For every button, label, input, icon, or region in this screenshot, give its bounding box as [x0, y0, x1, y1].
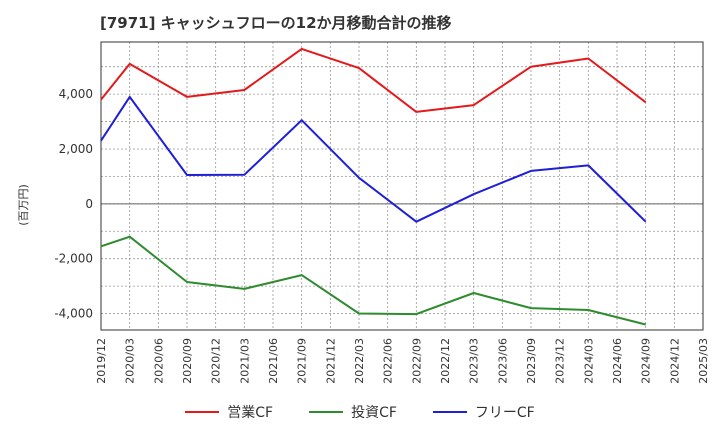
- x-tick-label: 2021/03: [238, 338, 251, 384]
- x-tick-label: 2023/12: [554, 338, 567, 384]
- y-tick-label: 4,000: [59, 87, 93, 101]
- legend-item-1: 営業CF: [185, 402, 273, 422]
- legend: 営業CF 投資CF フリーCF: [0, 402, 720, 422]
- x-tick-label: 2022/03: [353, 338, 366, 384]
- y-tick-label: -4,000: [54, 307, 93, 321]
- x-tick-label: 2024/12: [668, 338, 681, 384]
- x-tick-label: 2022/06: [382, 338, 395, 384]
- x-tick-label: 2024/09: [640, 338, 653, 384]
- x-tick-label: 2025/03: [697, 338, 710, 384]
- y-tick-label: -2,000: [54, 252, 93, 266]
- x-tick-label: 2020/09: [181, 338, 194, 384]
- x-tick-label: 2020/06: [152, 338, 165, 384]
- legend-label: 営業CF: [227, 405, 274, 421]
- y-tick-label: 0: [85, 197, 93, 211]
- legend-label: フリーCF: [474, 405, 535, 421]
- legend-item-3: フリーCF: [432, 402, 535, 422]
- x-tick-label: 2022/12: [439, 338, 452, 384]
- legend-label: 投資CF: [351, 405, 397, 421]
- x-tick-label: 2023/03: [468, 338, 481, 384]
- legend-swatch: [309, 411, 344, 413]
- series-line-1: [100, 47, 647, 113]
- x-tick-label: 2021/09: [296, 338, 309, 384]
- legend-swatch: [185, 411, 220, 413]
- x-tick-label: 2020/12: [210, 338, 223, 384]
- plot-frame: [100, 41, 704, 331]
- x-tick-label: 2023/09: [525, 338, 538, 384]
- series-line-3: [100, 95, 647, 223]
- plot-background: [101, 42, 703, 330]
- y-tick-label: 2,000: [59, 142, 93, 156]
- x-tick-label: 2023/06: [496, 338, 509, 384]
- x-tick-label: 2021/12: [324, 338, 337, 384]
- x-tick-label: 2024/03: [582, 338, 595, 384]
- legend-swatch: [432, 411, 467, 413]
- x-tick-label: 2020/03: [124, 338, 137, 384]
- x-tick-label: 2019/12: [95, 338, 108, 384]
- chart-title: [7971] キャッシュフローの12か月移動合計の推移: [100, 14, 452, 32]
- x-tick-label: 2024/06: [611, 338, 624, 384]
- x-tick-label: 2022/09: [410, 338, 423, 384]
- x-tick-label: 2021/06: [267, 338, 280, 384]
- series-line-2: [100, 235, 646, 326]
- legend-item-2: 投資CF: [309, 402, 397, 422]
